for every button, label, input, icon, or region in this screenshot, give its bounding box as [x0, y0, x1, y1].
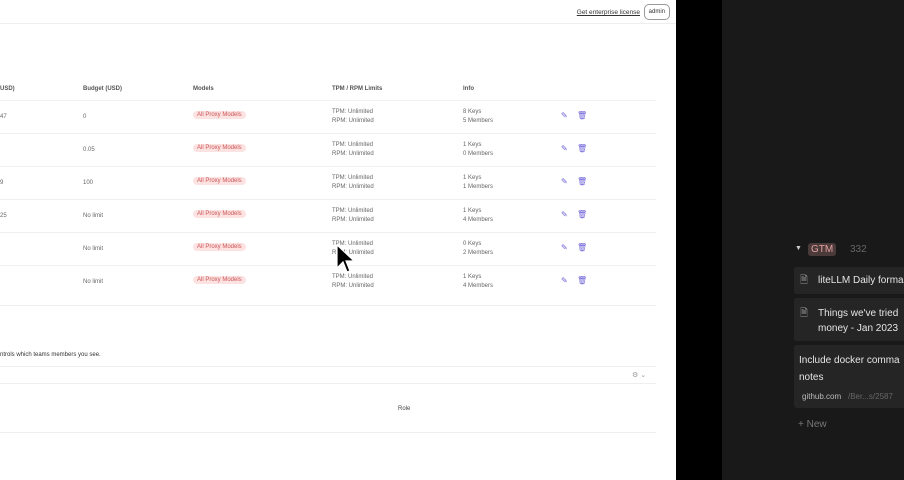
group-tag[interactable]: GTM	[808, 243, 837, 256]
keys-count: 0 Keys	[463, 241, 482, 247]
column-budget: Budget (USD)	[83, 86, 122, 92]
notion-sidebar: ▼ GTM 332 🗎 liteLLM Daily forma 🗎 Things…	[722, 0, 904, 480]
table-row: 0.05 All Proxy Models TPM: Unlimited RPM…	[0, 133, 656, 166]
keys-count: 1 Keys	[463, 175, 482, 181]
rpm-limit: RPM: Unlimited	[332, 151, 374, 157]
trash-icon[interactable]: 🗑	[577, 177, 588, 186]
table-row: 47 0 All Proxy Models TPM: Unlimited RPM…	[0, 100, 656, 133]
item-title: liteLLM Daily forma	[818, 275, 904, 286]
link-domain[interactable]: github.com	[802, 392, 842, 401]
enterprise-license-link[interactable]: Get enterprise license	[576, 9, 640, 16]
table-row: No limit All Proxy Models TPM: Unlimited…	[0, 265, 656, 298]
new-button[interactable]: + New	[798, 419, 827, 430]
members-count: 4 Members	[463, 283, 494, 289]
rpm-limit: RPM: Unlimited	[332, 250, 374, 256]
members-note: ntrols which teams members you see.	[0, 352, 101, 358]
admin-panel: Get enterprise license admin USD) Budget…	[0, 0, 676, 480]
list-item[interactable]: 🗎 Things we've tried money - Jan 2023	[794, 298, 904, 341]
keys-count: 8 Keys	[463, 109, 482, 115]
edit-icon[interactable]: ✎	[561, 210, 568, 219]
trash-icon[interactable]: 🗑	[577, 144, 588, 153]
tpm-limit: TPM: Unlimited	[332, 175, 374, 181]
list-item[interactable]: 🗎 liteLLM Daily forma	[794, 267, 904, 294]
tpm-limit: TPM: Unlimited	[332, 241, 374, 247]
edit-icon[interactable]: ✎	[561, 177, 568, 186]
models-badge: All Proxy Models	[193, 177, 246, 185]
keys-count: 1 Keys	[463, 142, 482, 148]
budget: 0.05	[83, 147, 95, 153]
table-row: 25 No limit All Proxy Models TPM: Unlimi…	[0, 199, 656, 232]
spend: 25	[0, 213, 7, 219]
top-bar: Get enterprise license admin	[0, 0, 676, 24]
page-icon: 🗎	[800, 275, 809, 286]
new-label: New	[806, 419, 827, 430]
column-spend: USD)	[0, 86, 15, 92]
tpm-limit: TPM: Unlimited	[332, 142, 374, 148]
members-count: 5 Members	[463, 118, 494, 124]
models-badge: All Proxy Models	[193, 210, 246, 218]
tpm-limit: TPM: Unlimited	[332, 274, 374, 280]
trash-icon[interactable]: 🗑	[577, 243, 588, 252]
models-badge: All Proxy Models	[193, 144, 246, 152]
column-limits: TPM / RPM Limits	[332, 86, 383, 92]
rpm-limit: RPM: Unlimited	[332, 217, 374, 223]
user-menu-button[interactable]: admin	[643, 4, 670, 20]
edit-icon[interactable]: ✎	[561, 144, 568, 153]
tpm-limit: TPM: Unlimited	[332, 109, 374, 115]
spend: 9	[0, 180, 4, 186]
link-path[interactable]: /Ber...s/2587	[848, 392, 893, 401]
members-count: 4 Members	[463, 217, 494, 223]
group-count: 332	[850, 244, 867, 255]
table-row: 9 100 All Proxy Models TPM: Unlimited RP…	[0, 166, 656, 199]
members-count: 2 Members	[463, 250, 494, 256]
spend: 47	[0, 114, 7, 120]
column-info: Info	[463, 86, 474, 92]
keys-count: 1 Keys	[463, 274, 482, 280]
column-models: Models	[193, 86, 214, 92]
settings-icon[interactable]: ⚙ ⌄	[632, 372, 647, 379]
members-count: 1 Members	[463, 184, 494, 190]
table-row: No limit All Proxy Models TPM: Unlimited…	[0, 232, 656, 265]
tpm-limit: TPM: Unlimited	[332, 208, 374, 214]
budget: 0	[83, 114, 87, 120]
trash-icon[interactable]: 🗑	[577, 276, 588, 285]
rpm-limit: RPM: Unlimited	[332, 184, 374, 190]
item-title: Include docker comma notes	[799, 355, 900, 383]
item-title: Things we've tried money - Jan 2023	[818, 308, 899, 334]
trash-icon[interactable]: 🗑	[577, 210, 588, 219]
list-item[interactable]: Include docker comma notes github.com/Be…	[794, 345, 904, 408]
budget: No limit	[83, 279, 104, 285]
models-badge: All Proxy Models	[193, 243, 246, 251]
collapse-toggle-icon[interactable]: ▼	[795, 245, 802, 252]
budget: No limit	[83, 213, 104, 219]
budget: 100	[83, 180, 94, 186]
keys-count: 1 Keys	[463, 208, 482, 214]
rpm-limit: RPM: Unlimited	[332, 118, 374, 124]
page-icon: 🗎	[800, 308, 809, 319]
rpm-limit: RPM: Unlimited	[332, 283, 374, 289]
members-count: 0 Members	[463, 151, 494, 157]
edit-icon[interactable]: ✎	[561, 276, 568, 285]
trash-icon[interactable]: 🗑	[577, 111, 588, 120]
budget: No limit	[83, 246, 104, 252]
models-badge: All Proxy Models	[193, 111, 246, 119]
edit-icon[interactable]: ✎	[561, 243, 568, 252]
models-badge: All Proxy Models	[193, 276, 246, 284]
edit-icon[interactable]: ✎	[561, 111, 568, 120]
mouse-cursor-icon	[336, 243, 356, 278]
column-role: Role	[398, 406, 411, 412]
